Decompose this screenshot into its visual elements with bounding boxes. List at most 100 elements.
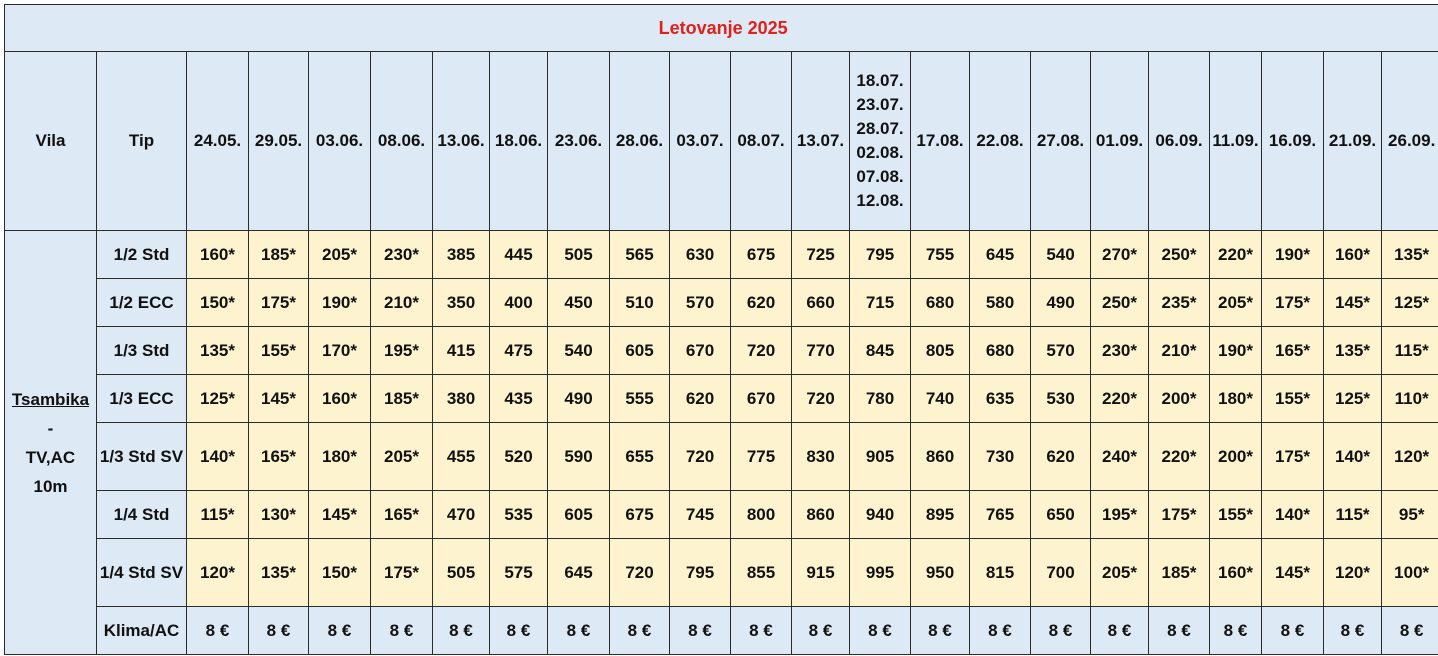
price-cell: 505 — [547, 230, 610, 279]
price-cell: 725 — [791, 230, 850, 279]
price-cell: 490 — [1030, 278, 1091, 327]
price-cell: 715 — [849, 278, 911, 327]
extra-price-cell: 8 € — [432, 606, 490, 655]
price-cell: 210* — [370, 278, 433, 327]
price-cell: 860 — [910, 422, 970, 491]
header-date-text: 18.07. — [856, 71, 904, 90]
price-cell: 165* — [1261, 326, 1324, 375]
price-cell: 680 — [969, 326, 1031, 375]
price-cell: 140* — [1261, 490, 1324, 539]
price-cell: 140* — [1323, 422, 1382, 491]
price-cell: 670 — [730, 374, 792, 423]
table-row: 1/4 Std SV 120* 135* 150* 175* 505 575 645 720 79… — [5, 538, 1438, 607]
header-date: 03.06. — [308, 51, 371, 231]
price-cell: 950 — [910, 538, 970, 607]
room-type: 1/4 Std SV — [96, 538, 187, 607]
price-cell: 185* — [370, 374, 433, 423]
price-cell: 745 — [669, 490, 731, 539]
price-cell: 100* — [1380, 538, 1438, 607]
price-cell: 680 — [910, 278, 970, 327]
header-date-text: 28.06. — [615, 131, 664, 150]
price-cell: 815 — [969, 538, 1031, 607]
price-cell: 175* — [370, 538, 433, 607]
price-cell: 270* — [1090, 230, 1149, 279]
price-cell: 120* — [186, 538, 249, 607]
table-row: 1/3 Std SV 140* 165* 180* 205* 455 520 590 655 72… — [5, 422, 1438, 491]
header-date-text: 28.07. — [856, 119, 904, 138]
price-cell: 795 — [849, 230, 911, 279]
price-cell: 145* — [1323, 278, 1382, 327]
price-cell: 630 — [669, 230, 731, 279]
extra-price-cell: 8 € — [609, 606, 670, 655]
price-cell: 130* — [248, 490, 309, 539]
price-cell: 155* — [1261, 374, 1324, 423]
price-cell: 95* — [1380, 490, 1438, 539]
table-title: Letovanje 2025 — [3, 4, 1438, 52]
price-cell: 120* — [1380, 422, 1438, 491]
villa-cell: Tsambika - TV,AC 10m — [4, 230, 97, 655]
room-type: 1/3 Std — [96, 326, 187, 375]
price-cell: 220* — [1090, 374, 1149, 423]
price-cell: 540 — [1030, 230, 1091, 279]
price-cell: 235* — [1148, 278, 1210, 327]
price-cell: 635 — [969, 374, 1031, 423]
price-cell: 175* — [1261, 278, 1324, 327]
price-cell: 175* — [1261, 422, 1324, 491]
price-cell: 845 — [849, 326, 911, 375]
header-date: 08.06. — [370, 51, 433, 231]
villa-name: Tsambika — [11, 389, 90, 409]
price-cell: 940 — [849, 490, 911, 539]
price-cell: 125* — [186, 374, 249, 423]
header-date: 03.07. — [669, 51, 731, 231]
header-date: 29.05. — [248, 51, 309, 231]
villa-amenities: TV,AC — [25, 447, 76, 467]
header-date: 22.08. — [969, 51, 1031, 231]
price-cell: 670 — [669, 326, 731, 375]
header-date: 17.08. — [910, 51, 970, 231]
price-cell: 780 — [849, 374, 911, 423]
price-cell: 730 — [969, 422, 1031, 491]
price-cell: 645 — [547, 538, 610, 607]
price-cell: 135* — [248, 538, 309, 607]
header-date: 18.06. — [489, 51, 548, 231]
price-cell: 180* — [1209, 374, 1262, 423]
price-cell: 700 — [1030, 538, 1091, 607]
price-cell: 220* — [1148, 422, 1210, 491]
extra-price-cell: 8 € — [1090, 606, 1149, 655]
price-cell: 115* — [1323, 490, 1382, 539]
price-cell: 155* — [1209, 490, 1262, 539]
price-cell: 510 — [609, 278, 670, 327]
price-cell: 620 — [1030, 422, 1091, 491]
price-cell: 720 — [609, 538, 670, 607]
header-date-text: 17.08. — [916, 131, 964, 150]
price-cell: 160* — [1209, 538, 1262, 607]
table-row: 1/2 ECC 150* 175* 190* 210* 350 400 450 510 570 62… — [5, 278, 1438, 327]
price-cell: 250* — [1090, 278, 1149, 327]
price-cell: 150* — [308, 538, 371, 607]
header-date-text: 16.09. — [1268, 131, 1317, 150]
price-cell: 350 — [432, 278, 490, 327]
extra-price-cell: 8 € — [370, 606, 433, 655]
extra-price-cell: 8 € — [1380, 606, 1438, 655]
price-cell: 250* — [1148, 230, 1210, 279]
price-cell: 185* — [248, 230, 309, 279]
price-cell: 795 — [669, 538, 731, 607]
price-cell: 115* — [1380, 326, 1438, 375]
price-cell: 775 — [730, 422, 792, 491]
price-cell: 535 — [489, 490, 548, 539]
price-cell: 805 — [910, 326, 970, 375]
header-date: 01.09. — [1090, 51, 1149, 231]
price-cell: 455 — [432, 422, 490, 491]
extra-price-cell: 8 € — [1323, 606, 1382, 655]
header-date-text: 03.06. — [315, 131, 364, 150]
price-cell: 445 — [489, 230, 548, 279]
price-cell: 490 — [547, 374, 610, 423]
price-cell: 520 — [489, 422, 548, 491]
table-row: Tsambika - TV,AC 10m 1/2 Std 160* 185* 205* 230*… — [4, 230, 1438, 655]
price-cell: 575 — [489, 538, 548, 607]
price-cell: 160* — [1323, 230, 1382, 279]
price-cell: 400 — [489, 278, 548, 327]
price-cell: 115* — [186, 490, 249, 539]
header-date-text: 08.06. — [377, 131, 426, 150]
extra-label: Klima/AC — [96, 606, 187, 655]
